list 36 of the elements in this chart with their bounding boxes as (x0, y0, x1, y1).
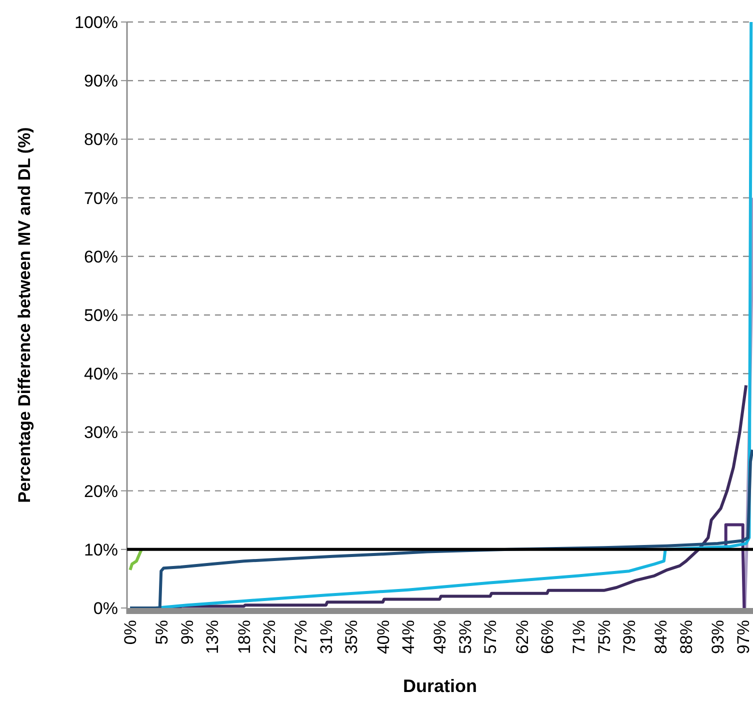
y-tick-label: 20% (84, 482, 118, 501)
y-tick-label: 90% (84, 72, 118, 91)
x-tick-label: 35% (342, 620, 362, 654)
x-tick-label: 84% (652, 620, 671, 654)
y-axis-title: Percentage Difference between MV and DL (%) (14, 127, 34, 503)
x-tick-label: 97% (734, 620, 753, 654)
x-tick-label: 40% (374, 620, 393, 654)
x-tick-label: 5% (152, 620, 172, 645)
x-tick-label: 62% (512, 620, 532, 654)
x-tick-label: 75% (594, 620, 614, 654)
y-tick-label: 100% (74, 12, 118, 32)
x-tick-label: 22% (260, 620, 280, 654)
y-tick-label: 10% (84, 540, 118, 560)
y-tick-label: 60% (84, 247, 118, 266)
y-tick-label: 80% (84, 130, 118, 150)
x-tick-label: 9% (178, 620, 197, 645)
x-tick-label: 13% (203, 620, 222, 654)
x-tick-label: 71% (570, 620, 589, 654)
y-tick-label: 70% (84, 188, 118, 208)
x-tick-label: 27% (292, 620, 311, 654)
y-tick-label: 40% (84, 364, 118, 384)
x-tick-label: 49% (430, 620, 450, 654)
y-tick-label: 50% (84, 306, 118, 325)
x-tick-label: 57% (481, 620, 500, 654)
x-axis-title: Duration (403, 676, 477, 696)
x-tick-label: 31% (316, 620, 336, 654)
x-tick-label: 79% (620, 620, 640, 654)
x-tick-label: 53% (456, 620, 475, 654)
x-tick-label: 44% (399, 620, 418, 654)
x-tick-label: 88% (676, 620, 696, 654)
x-tick-label: 66% (538, 620, 558, 654)
y-tick-label: 0% (93, 598, 118, 618)
y-tick-label: 30% (84, 423, 118, 442)
x-tick-label: 18% (234, 620, 254, 654)
x-tick-label: 0% (121, 620, 140, 645)
x-tick-label: 93% (708, 620, 728, 654)
